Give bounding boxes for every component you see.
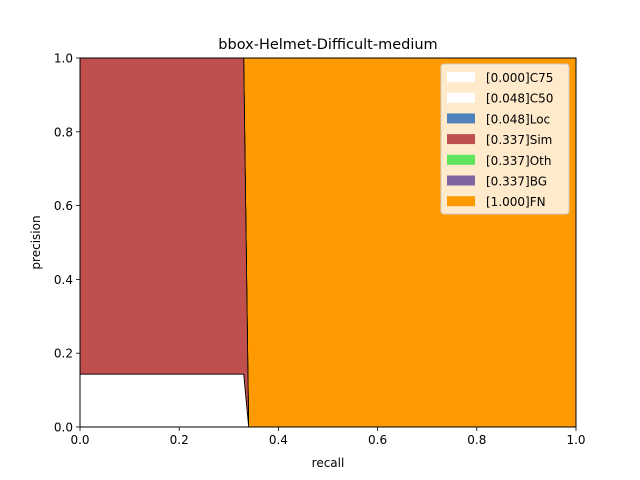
y-tick-label: 0.6 (54, 199, 73, 213)
y-tick-label: 0.8 (54, 125, 73, 139)
x-axis: 0.0 0.2 0.4 0.6 0.8 1.0 (70, 427, 586, 447)
legend-swatch (447, 175, 475, 186)
x-axis-label: recall (312, 456, 345, 470)
x-tick-label: 1.0 (566, 433, 585, 447)
x-tick-label: 0.4 (269, 433, 288, 447)
legend-swatch (447, 134, 475, 145)
chart-title: bbox-Helmet-Difficult-medium (218, 37, 437, 53)
y-tick-label: 0.2 (54, 347, 73, 361)
legend-swatch (447, 113, 475, 124)
y-tick-label: 1.0 (54, 52, 73, 66)
legend: [0.000]C75 [0.048]C50 [0.048]Loc [0.337]Sim… (440, 63, 570, 215)
legend-swatch (447, 196, 475, 207)
legend-swatch (447, 154, 475, 165)
y-tick-label: 0.0 (54, 421, 73, 435)
x-tick-label: 0.2 (170, 433, 189, 447)
y-tick-label: 0.4 (54, 273, 73, 287)
legend-label: [0.048]Loc (486, 112, 550, 126)
legend-label: [0.000]C75 (486, 71, 553, 85)
y-axis-label: precision (29, 215, 43, 269)
legend-label: [1.000]FN (486, 195, 546, 209)
legend-label: [0.337]Sim (486, 133, 552, 147)
legend-label: [0.048]C50 (486, 92, 553, 106)
legend-label: [0.337]BG (486, 175, 547, 189)
legend-label: [0.337]Oth (486, 154, 551, 168)
x-tick-label: 0.0 (70, 433, 89, 447)
plot-frame (79, 57, 577, 428)
y-axis: 0.0 0.2 0.4 0.6 0.8 1.0 (54, 52, 80, 435)
x-tick-label: 0.6 (368, 433, 387, 447)
legend-swatch (447, 92, 475, 103)
x-tick-label: 0.8 (467, 433, 486, 447)
legend-swatch (447, 72, 475, 82)
